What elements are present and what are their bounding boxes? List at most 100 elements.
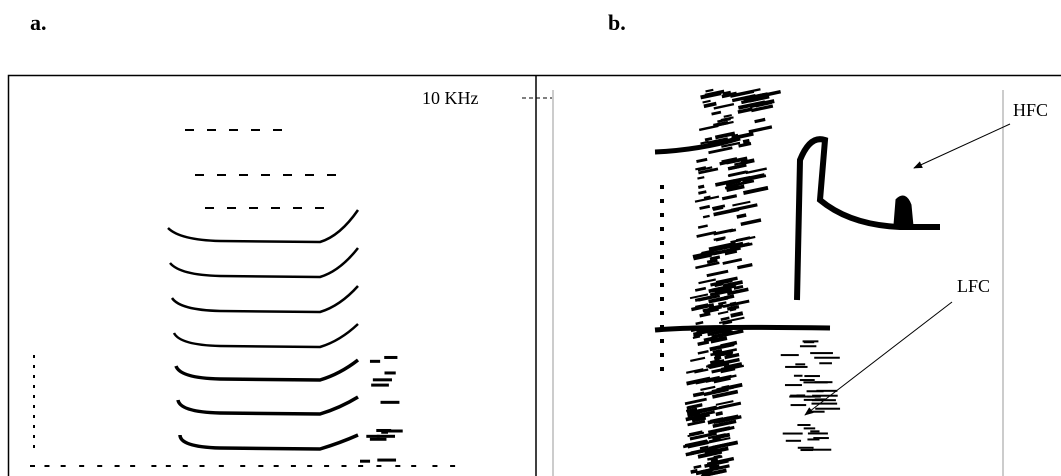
spectro-stroke bbox=[695, 321, 704, 326]
spectro-stroke bbox=[692, 391, 705, 398]
spectro-stroke bbox=[730, 203, 758, 212]
spectro-stroke bbox=[730, 311, 744, 318]
spectro-stroke bbox=[702, 214, 710, 219]
spectro-stroke bbox=[712, 206, 724, 212]
spectro-stroke bbox=[44, 465, 50, 467]
spectro-stroke bbox=[381, 430, 388, 434]
spectro-stroke bbox=[130, 465, 136, 467]
spectro-stroke bbox=[718, 401, 742, 410]
spectro-stroke bbox=[807, 395, 821, 398]
spectro-stroke bbox=[713, 454, 722, 459]
spectro-stroke bbox=[721, 141, 741, 148]
spectro-stroke bbox=[803, 427, 816, 430]
spectro-stroke bbox=[722, 320, 733, 325]
spectro-stroke bbox=[60, 465, 66, 467]
spectro-stroke bbox=[729, 306, 737, 312]
spectro-stroke bbox=[700, 91, 722, 100]
spectro-stroke bbox=[369, 437, 387, 441]
spectro-stroke bbox=[697, 349, 709, 355]
spectro-stroke bbox=[358, 465, 364, 467]
spectro-stroke bbox=[813, 437, 829, 440]
spectro-stroke bbox=[714, 349, 734, 358]
frame bbox=[7, 74, 1061, 476]
spectro-stroke bbox=[686, 403, 703, 410]
spectro-stroke bbox=[722, 90, 731, 95]
spectro-stroke bbox=[372, 378, 392, 382]
spectro-stroke bbox=[725, 156, 748, 165]
spectro-stroke bbox=[395, 465, 401, 467]
spectro-stroke bbox=[172, 323, 359, 349]
spectro-stroke bbox=[376, 465, 382, 467]
spectro-stroke bbox=[689, 293, 709, 300]
spectro-stroke bbox=[804, 375, 820, 378]
spectro-stroke bbox=[684, 439, 708, 447]
spectro-stroke bbox=[660, 199, 664, 203]
spectro-stroke bbox=[724, 352, 740, 360]
spectro-stroke bbox=[97, 465, 103, 467]
panel-label: b. bbox=[608, 10, 626, 35]
spectro-stroke bbox=[727, 163, 747, 171]
spectro-stroke bbox=[807, 438, 820, 441]
spectro-stroke bbox=[721, 91, 738, 99]
spectro-stroke bbox=[716, 210, 729, 216]
spectro-stroke bbox=[709, 417, 724, 424]
spectro-stroke bbox=[812, 448, 832, 451]
spectro-stroke bbox=[176, 395, 359, 416]
spectro-stroke bbox=[654, 135, 741, 155]
spectro-stroke bbox=[708, 295, 729, 304]
spectro-stroke bbox=[713, 120, 734, 128]
spectro-stroke bbox=[712, 389, 739, 399]
spectro-stroke bbox=[660, 241, 664, 245]
spectro-stroke bbox=[750, 104, 774, 113]
spectro-stroke bbox=[384, 371, 396, 375]
spectro-stroke bbox=[812, 394, 838, 397]
spectro-stroke bbox=[697, 340, 710, 346]
spectro-stroke bbox=[706, 258, 718, 264]
spectro-stroke bbox=[811, 402, 838, 405]
spectro-stroke bbox=[810, 430, 820, 433]
spectro-stroke bbox=[660, 269, 664, 273]
spectro-stroke bbox=[182, 465, 188, 467]
spectro-stroke bbox=[684, 397, 707, 406]
spectro-stroke bbox=[699, 204, 711, 210]
spectro-stroke bbox=[384, 355, 398, 359]
spectro-stroke bbox=[366, 434, 380, 438]
spectro-stroke bbox=[695, 405, 718, 414]
spectro-stroke bbox=[790, 404, 807, 407]
spectro-stroke bbox=[33, 365, 35, 368]
spectro-stroke bbox=[33, 415, 35, 418]
spectro-stroke bbox=[736, 213, 747, 219]
spectro-stroke bbox=[33, 355, 35, 358]
spectro-stroke bbox=[705, 88, 714, 93]
spectro-stroke bbox=[720, 316, 730, 321]
spectro-stroke bbox=[715, 357, 740, 367]
spectro-stroke bbox=[114, 465, 120, 467]
spectro-stroke bbox=[686, 368, 704, 374]
spectro-stroke bbox=[686, 376, 711, 386]
spectro-stroke bbox=[165, 465, 171, 467]
spectro-stroke bbox=[694, 368, 709, 374]
spectro-stroke bbox=[810, 352, 833, 355]
spectro-stroke bbox=[33, 425, 35, 428]
spectro-stroke bbox=[704, 446, 729, 456]
annotation: LFC bbox=[957, 276, 990, 296]
spectro-stroke bbox=[411, 465, 417, 467]
spectro-stroke bbox=[712, 374, 732, 381]
spectro-stroke bbox=[685, 412, 711, 422]
spectro-stroke bbox=[709, 342, 735, 352]
spectro-stroke bbox=[819, 362, 832, 365]
spectro-stroke bbox=[376, 434, 396, 438]
spectro-stroke bbox=[660, 325, 664, 329]
spectro-stroke bbox=[794, 136, 940, 301]
spectro-stroke bbox=[799, 379, 815, 382]
spectro-stroke bbox=[707, 137, 729, 145]
spectro-stroke bbox=[697, 176, 705, 180]
spectro-stroke bbox=[803, 381, 828, 384]
spectro-stroke bbox=[712, 288, 732, 297]
spectro-stroke bbox=[785, 439, 802, 442]
spectro-stroke bbox=[170, 285, 359, 314]
spectro-stroke bbox=[369, 359, 381, 363]
spectro-stroke bbox=[713, 376, 731, 384]
spectro-stroke bbox=[735, 236, 751, 242]
